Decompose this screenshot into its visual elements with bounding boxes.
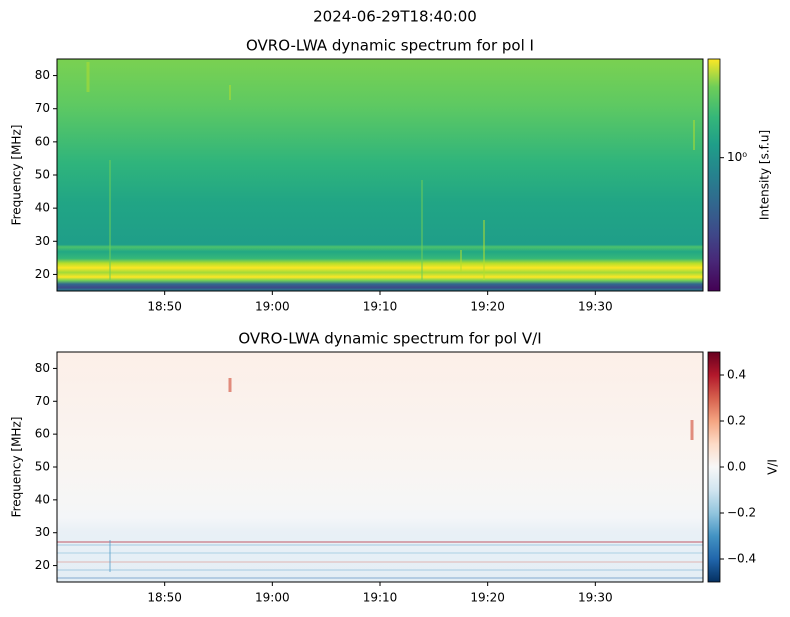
y-tick-label: 70: [35, 394, 50, 408]
panel-title: OVRO-LWA dynamic spectrum for pol I: [246, 37, 534, 55]
colorbar-tick-label: 0.2: [727, 414, 746, 428]
colorbar-label: Intensity [s.f.u]: [758, 130, 772, 220]
colorbar-tick-label: −0.4: [727, 552, 756, 566]
colorbar-tick-label: −0.2: [727, 506, 756, 520]
x-tick-label: 19:30: [578, 591, 613, 605]
colorbar: [707, 58, 721, 292]
x-tick-label: 19:20: [470, 591, 505, 605]
x-tick-label: 19:30: [578, 300, 613, 314]
spectrum-texture-vi: [57, 352, 703, 582]
y-tick-label: 80: [35, 68, 50, 82]
x-tick-label: 19:10: [363, 591, 398, 605]
x-tick-label: 18:50: [147, 591, 182, 605]
y-axis-label: Frequency [MHz]: [10, 125, 24, 226]
y-tick-label: 70: [35, 101, 50, 115]
y-tick-label: 20: [35, 267, 50, 281]
x-tick-label: 18:50: [147, 300, 182, 314]
colorbar-label: V/I: [766, 459, 780, 475]
colorbar-tick-label: 0.0: [727, 460, 746, 474]
panel-title: OVRO-LWA dynamic spectrum for pol V/I: [238, 330, 541, 348]
y-tick-label: 40: [35, 201, 50, 215]
colorbar: [707, 351, 721, 583]
y-tick-label: 20: [35, 558, 50, 572]
x-tick-label: 19:00: [255, 591, 290, 605]
y-tick-label: 30: [35, 525, 50, 539]
y-axis-label: Frequency [MHz]: [10, 417, 24, 518]
colorbar-tick-label: 0.4: [727, 368, 746, 382]
y-tick-label: 50: [35, 168, 50, 182]
x-tick-label: 19:00: [255, 300, 290, 314]
y-tick-label: 40: [35, 492, 50, 506]
y-tick-label: 80: [35, 361, 50, 375]
y-tick-label: 50: [35, 460, 50, 474]
spectrum-texture-i: [57, 59, 703, 291]
colorbar-tick-label: 10⁰: [727, 150, 747, 164]
y-tick-label: 60: [35, 427, 50, 441]
figure-title: 2024-06-29T18:40:00: [313, 8, 477, 26]
x-tick-label: 19:20: [470, 300, 505, 314]
y-tick-label: 30: [35, 234, 50, 248]
y-tick-label: 60: [35, 134, 50, 148]
x-tick-label: 19:10: [363, 300, 398, 314]
